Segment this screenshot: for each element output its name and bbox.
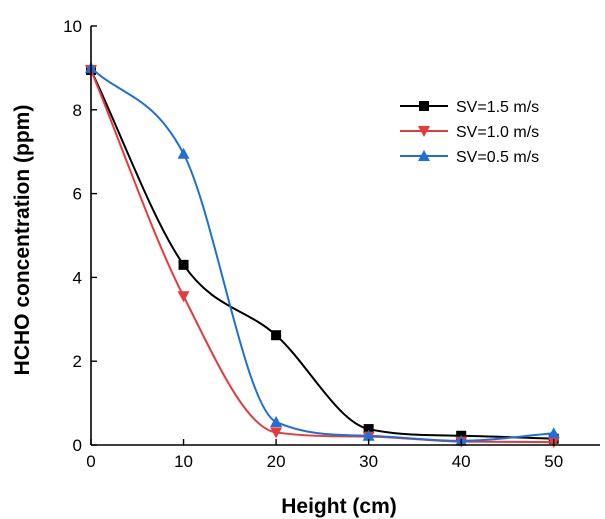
axes-layer (90, 26, 600, 446)
x-tick-label: 10 (174, 452, 193, 471)
legend-marker (419, 101, 429, 111)
y-tick-label: 10 (63, 17, 82, 36)
data-point (178, 259, 189, 270)
x-tick-label: 30 (359, 452, 378, 471)
legend-item: SV=1.0 m/s (400, 124, 539, 141)
data-point (270, 427, 283, 439)
legend-label: SV=1.0 m/s (456, 124, 539, 141)
x-tick-label: 40 (452, 452, 471, 471)
data-point (271, 330, 282, 341)
legend-item: SV=1.5 m/s (400, 99, 539, 116)
y-tick-label: 4 (73, 268, 82, 287)
data-point (177, 291, 190, 303)
x-axis-title: Height (cm) (281, 495, 397, 518)
y-tick-label: 0 (73, 436, 82, 455)
data-point (547, 427, 560, 439)
series-layer (85, 61, 560, 449)
legend: SV=1.5 m/s SV=1.0 m/s SV=0.5 m/s (400, 99, 539, 166)
y-tick-label: 6 (73, 185, 82, 204)
y-axis-title: HCHO concentration (ppm) (11, 105, 34, 376)
legend-label: SV=0.5 m/s (456, 149, 539, 166)
data-point (177, 147, 190, 159)
x-tick-label: 50 (544, 452, 563, 471)
y-tick-label: 2 (73, 352, 82, 371)
y-tick-label: 8 (73, 101, 82, 120)
ticks-layer: 0 10 20 30 40 50 0 2 4 6 8 10 (63, 17, 563, 471)
x-tick-label: 20 (267, 452, 286, 471)
data-point (270, 415, 283, 427)
x-tick-label: 0 (86, 452, 95, 471)
data-point (363, 424, 374, 435)
legend-marker (418, 150, 430, 161)
legend-label: SV=1.5 m/s (456, 99, 539, 116)
legend-marker (418, 126, 430, 137)
series-0 (86, 64, 559, 444)
data-point (362, 429, 375, 441)
legend-item: SV=0.5 m/s (400, 149, 539, 166)
